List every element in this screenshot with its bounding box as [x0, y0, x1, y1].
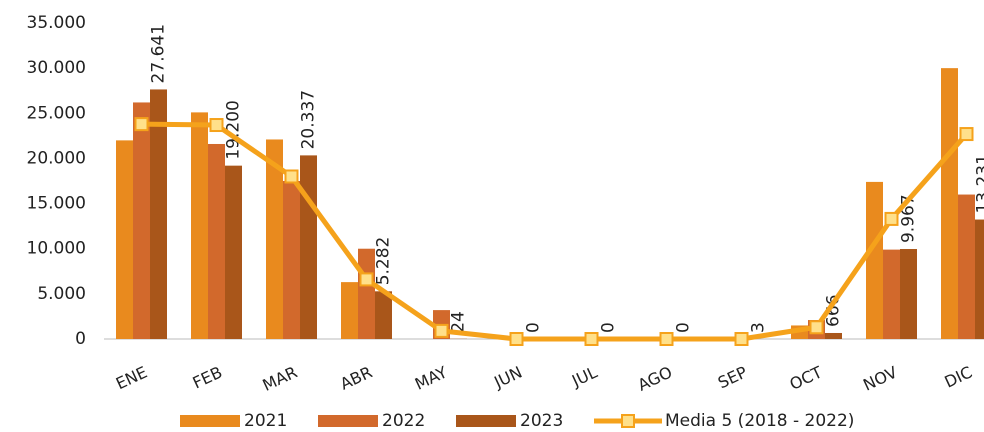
bar: [866, 181, 883, 339]
line-marker: [209, 118, 224, 133]
legend-marker: [621, 414, 635, 428]
legend-swatch: [180, 415, 240, 427]
data-label: 27.641: [149, 24, 169, 83]
legend-label: 2021: [244, 411, 287, 431]
legend-swatch: [318, 415, 378, 427]
legend-label: Media 5 (2018 - 2022): [665, 411, 854, 431]
data-label: 0: [524, 322, 544, 333]
bar: [116, 140, 133, 339]
legend-swatch: [456, 415, 516, 427]
bar: [283, 181, 300, 339]
x-tick-label: DIC: [941, 362, 975, 391]
x-tick-label: JUN: [490, 362, 525, 392]
bar: [341, 282, 358, 339]
line-marker: [359, 272, 374, 287]
x-tick-label: SEP: [715, 362, 750, 392]
legend-label: 2023: [520, 411, 563, 431]
x-tick-label: OCT: [787, 362, 826, 393]
bar: [975, 219, 984, 339]
bar: [883, 249, 900, 339]
data-label: 0: [674, 322, 694, 333]
y-tick-label: 35.000: [27, 13, 86, 33]
bar: [208, 143, 225, 339]
bar: [825, 332, 842, 339]
line-marker: [809, 320, 824, 335]
y-tick-label: 15.000: [27, 194, 86, 214]
bar: [191, 112, 208, 339]
line: [141, 121, 969, 342]
line-marker: [734, 332, 749, 346]
line-marker: [134, 117, 149, 132]
bar: [900, 249, 917, 339]
bar: [266, 139, 283, 339]
x-tick-label: ENE: [113, 362, 150, 393]
x-tick-label: FEB: [190, 362, 225, 392]
line-marker: [659, 332, 674, 346]
data-label: 3: [749, 322, 769, 333]
bar: [133, 102, 150, 339]
x-tick-label: JUL: [568, 362, 600, 390]
y-tick-label: 20.000: [27, 148, 86, 168]
data-label: 0: [599, 322, 619, 333]
x-tick-label: MAR: [260, 362, 301, 394]
line-marker: [509, 332, 524, 346]
bar: [150, 89, 167, 339]
x-tick-label: ABR: [337, 362, 375, 393]
data-label: 666: [824, 295, 844, 327]
y-tick-label: 0: [75, 329, 86, 349]
bar: [375, 291, 392, 339]
y-tick-label: 10.000: [27, 239, 86, 259]
data-label: 24: [449, 311, 469, 333]
y-tick-label: 25.000: [27, 103, 86, 123]
line-marker: [434, 323, 449, 338]
bar: [300, 155, 317, 339]
line-marker: [884, 211, 899, 226]
line-marker: [584, 332, 599, 346]
bar: [941, 68, 958, 340]
line-marker: [959, 127, 974, 142]
data-label: 19.200: [224, 100, 244, 159]
x-tick-label: MAY: [412, 362, 450, 393]
bar: [358, 248, 375, 339]
x-tick-label: NOV: [860, 362, 900, 394]
line-marker: [284, 169, 299, 184]
bar: [958, 194, 975, 339]
data-label: 13.231: [974, 154, 984, 213]
legend-label: 2022: [382, 411, 425, 431]
y-tick-label: 5.000: [37, 284, 86, 304]
y-tick-label: 30.000: [27, 58, 86, 78]
data-label: 5.282: [374, 237, 394, 286]
bar: [225, 165, 242, 339]
data-label: 20.337: [299, 90, 319, 149]
x-tick-label: AGO: [635, 362, 675, 394]
